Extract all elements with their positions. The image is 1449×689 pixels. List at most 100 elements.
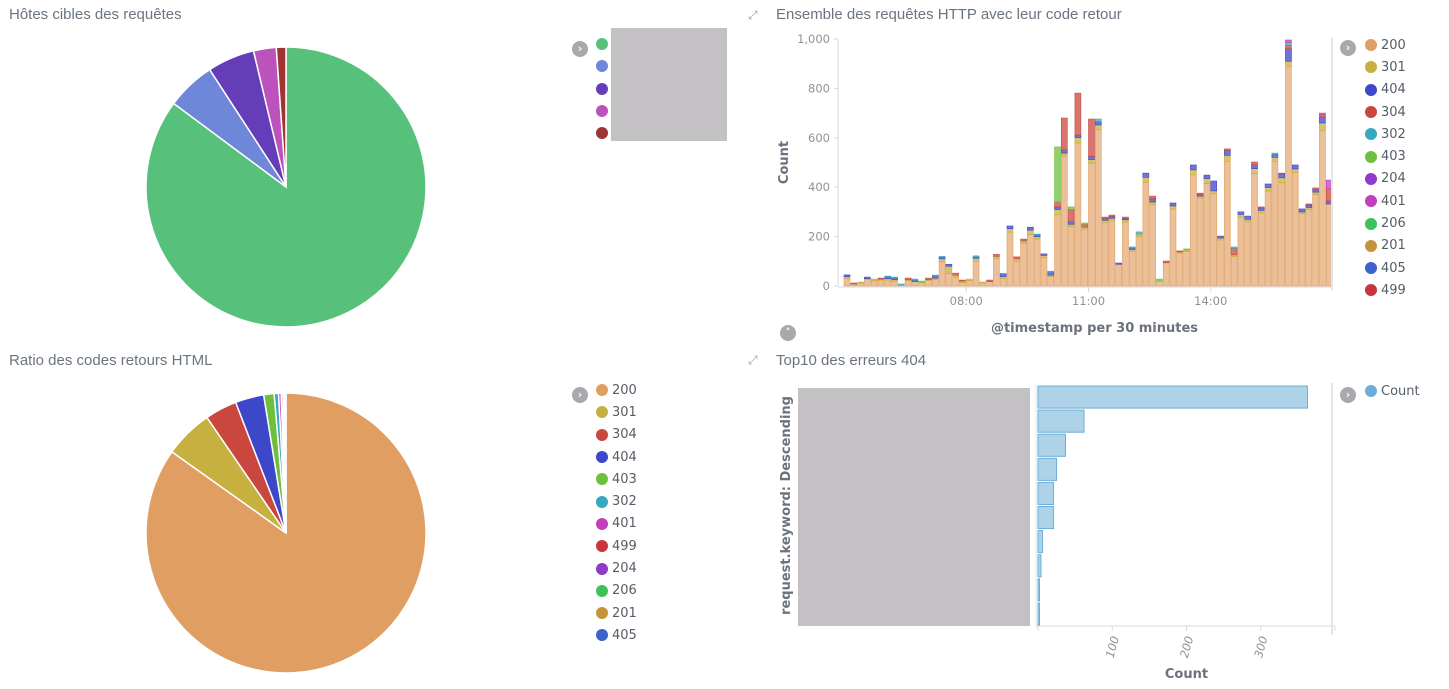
bar-segment-302[interactable] bbox=[938, 256, 946, 258]
legend-item[interactable]: Count bbox=[1365, 380, 1420, 402]
stacked-bar[interactable] bbox=[925, 277, 932, 287]
bar-segment-302[interactable] bbox=[891, 276, 898, 279]
stacked-bar[interactable] bbox=[965, 278, 973, 287]
bar-segment-200[interactable] bbox=[1094, 129, 1102, 287]
bar-segment-404[interactable] bbox=[1040, 253, 1048, 256]
bar-segment-404[interactable] bbox=[1088, 156, 1095, 160]
legend-toggle-icon[interactable]: › bbox=[572, 387, 588, 403]
bar-segment-301[interactable] bbox=[1135, 233, 1143, 237]
bar-segment-301[interactable] bbox=[945, 265, 953, 274]
bar-segment-301[interactable] bbox=[1101, 219, 1109, 224]
bar-segment-200[interactable] bbox=[938, 261, 946, 287]
bar-segment-404[interactable] bbox=[1210, 180, 1218, 192]
bar-segment-301[interactable] bbox=[1237, 214, 1245, 218]
bar-segment-404[interactable] bbox=[1054, 206, 1061, 210]
bar-segment-401[interactable] bbox=[1319, 112, 1326, 115]
bar-segment-304[interactable] bbox=[1319, 114, 1326, 118]
stacked-bar[interactable] bbox=[891, 276, 898, 287]
stacked-bar[interactable] bbox=[993, 254, 1000, 287]
bar-segment-301[interactable] bbox=[1224, 155, 1231, 162]
stacked-bar[interactable] bbox=[1006, 225, 1014, 287]
stacked-bar[interactable] bbox=[1122, 216, 1129, 287]
legend-item[interactable]: 401 bbox=[1365, 190, 1406, 212]
bar-segment-404[interactable] bbox=[1190, 164, 1197, 171]
bar-count[interactable] bbox=[1037, 554, 1042, 578]
bar-segment-200[interactable] bbox=[1142, 181, 1150, 287]
stacked-bar[interactable] bbox=[904, 277, 912, 287]
legend-item[interactable]: 405 bbox=[1365, 257, 1406, 279]
bar-segment-404[interactable] bbox=[1305, 204, 1313, 208]
bar-segment-404[interactable] bbox=[1237, 211, 1245, 215]
bar-segment-304[interactable] bbox=[1224, 148, 1231, 151]
bar-segment-304[interactable] bbox=[1108, 214, 1116, 217]
bar-segment-404[interactable] bbox=[1251, 164, 1258, 169]
stacked-bar[interactable] bbox=[1067, 206, 1075, 287]
legend-item[interactable]: 206 bbox=[596, 580, 637, 602]
bar-segment-304[interactable] bbox=[904, 277, 912, 280]
bar-segment-301[interactable] bbox=[1088, 159, 1095, 164]
bar-segment-404[interactable] bbox=[1006, 225, 1014, 229]
bar-segment-200[interactable] bbox=[1224, 160, 1231, 287]
stacked-bar[interactable] bbox=[1054, 146, 1061, 287]
bar-segment-301[interactable] bbox=[857, 281, 864, 284]
bar-segment-302[interactable] bbox=[931, 274, 939, 277]
bar-segment-200[interactable] bbox=[1074, 142, 1082, 287]
stacked-bar[interactable] bbox=[979, 281, 987, 287]
stacked-bar[interactable] bbox=[1094, 118, 1102, 287]
bar-segment-304[interactable] bbox=[1285, 45, 1292, 50]
bar-segment-200[interactable] bbox=[1162, 262, 1170, 287]
bar-segment-200[interactable] bbox=[1047, 276, 1055, 287]
stacked-bar[interactable] bbox=[1230, 246, 1238, 287]
stacked-bar[interactable] bbox=[1285, 39, 1292, 287]
bar-segment-304[interactable] bbox=[1176, 250, 1184, 253]
bar-segment-304[interactable] bbox=[1101, 216, 1109, 219]
bar-segment-200[interactable] bbox=[843, 278, 851, 287]
stacked-bar[interactable] bbox=[864, 276, 871, 287]
bar-segment-200[interactable] bbox=[1169, 208, 1177, 287]
bar-segment-200[interactable] bbox=[1176, 252, 1184, 287]
bar-segment-200[interactable] bbox=[999, 278, 1007, 287]
stacked-bar[interactable] bbox=[1257, 206, 1265, 287]
bar-segment-200[interactable] bbox=[1312, 194, 1319, 287]
bar-segment-200[interactable] bbox=[1305, 209, 1313, 287]
bar-segment-304[interactable] bbox=[1054, 201, 1061, 208]
bar-segment-404[interactable] bbox=[945, 263, 953, 267]
legend-item[interactable]: 302 bbox=[1365, 123, 1406, 145]
bar-segment-301[interactable] bbox=[1061, 152, 1068, 157]
bar-segment-200[interactable] bbox=[965, 280, 973, 287]
bar-segment-200[interactable] bbox=[1257, 212, 1265, 287]
legend-item[interactable]: 403 bbox=[1365, 145, 1406, 167]
bar-segment-200[interactable] bbox=[1149, 204, 1156, 287]
stacked-bar[interactable] bbox=[938, 256, 946, 287]
bar-segment-301[interactable] bbox=[1285, 60, 1292, 67]
bar-segment-304[interactable] bbox=[1278, 172, 1285, 175]
bar-segment-200[interactable] bbox=[1210, 193, 1218, 287]
bar-segment-200[interactable] bbox=[1251, 173, 1258, 287]
stacked-bar[interactable] bbox=[1061, 117, 1068, 287]
stacked-bar[interactable] bbox=[1319, 112, 1326, 287]
bar-segment-304[interactable] bbox=[993, 254, 1000, 257]
bar-segment-404[interactable] bbox=[1257, 207, 1265, 211]
legend-item[interactable] bbox=[596, 122, 612, 144]
bar-count[interactable] bbox=[1037, 578, 1040, 602]
bar-segment-404[interactable] bbox=[1115, 262, 1122, 265]
bar-segment-302[interactable] bbox=[1033, 233, 1041, 236]
bar-segment-404[interactable] bbox=[1142, 172, 1150, 178]
bar-segment-302[interactable] bbox=[1285, 42, 1292, 46]
legend-item[interactable]: 302 bbox=[596, 490, 637, 512]
stacked-bar[interactable] bbox=[1169, 202, 1177, 287]
bar-segment-200[interactable] bbox=[1020, 243, 1027, 287]
legend-item[interactable]: 403 bbox=[596, 468, 637, 490]
stacked-bar[interactable] bbox=[1244, 215, 1252, 287]
bar-segment-200[interactable] bbox=[1217, 239, 1224, 287]
bar-segment-404[interactable] bbox=[1169, 202, 1177, 207]
stacked-bar[interactable] bbox=[972, 255, 980, 287]
stacked-bar[interactable] bbox=[1047, 270, 1055, 287]
bar-segment-200[interactable] bbox=[1027, 234, 1034, 287]
stacked-bar[interactable] bbox=[1210, 180, 1218, 287]
bar-segment-200[interactable] bbox=[1156, 280, 1163, 287]
bar-segment-404[interactable] bbox=[1217, 235, 1224, 239]
stacked-bar[interactable] bbox=[1237, 211, 1245, 287]
bar-segment-304[interactable] bbox=[1196, 192, 1204, 195]
stacked-bar[interactable] bbox=[1088, 118, 1095, 287]
